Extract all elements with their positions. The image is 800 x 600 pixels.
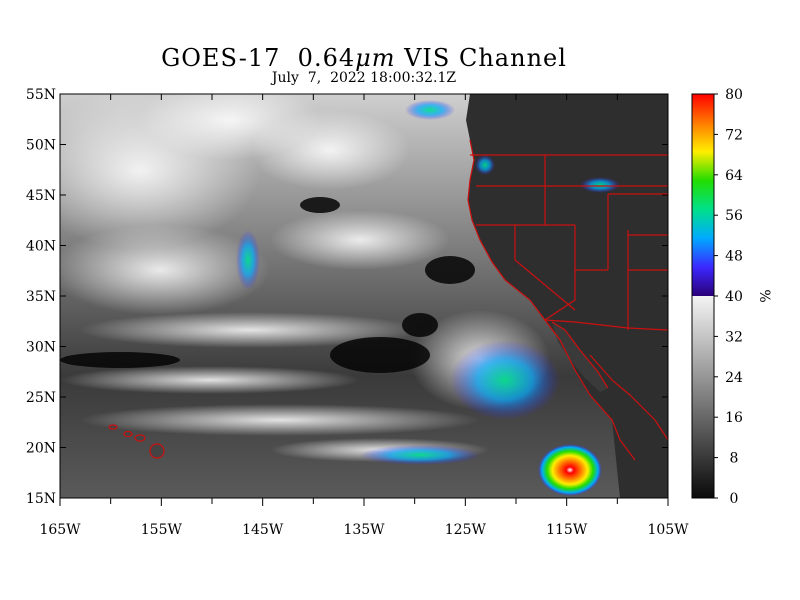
colorbar-unit: % xyxy=(756,289,772,302)
satellite-image xyxy=(60,94,668,498)
lat-label: 50N xyxy=(26,138,56,154)
colorbar-label: 8 xyxy=(730,451,739,467)
colorbar-label: 48 xyxy=(725,249,743,265)
bright-cloud-patch xyxy=(360,445,480,465)
lat-label: 30N xyxy=(26,340,56,356)
hurricane-cloud xyxy=(538,444,602,496)
lat-label: 15N xyxy=(26,491,56,507)
colorbar-label: 64 xyxy=(725,168,743,184)
political-borders xyxy=(467,139,668,461)
cloud-fields xyxy=(60,94,550,462)
lon-label: 115W xyxy=(546,522,588,538)
colorbar-label: 56 xyxy=(725,208,743,224)
colorbar-label: 80 xyxy=(725,87,743,103)
colorbar-label: 32 xyxy=(725,329,743,345)
colorbar-label: 72 xyxy=(725,127,743,143)
lat-label: 25N xyxy=(26,390,56,406)
bright-cloud-patch xyxy=(580,177,620,193)
map-subtitle: July 7, 2022 18:00:32.1Z xyxy=(271,70,457,86)
bright-cloud-patch xyxy=(450,340,560,420)
colorbar-low-range xyxy=(692,296,714,498)
colorbar-label: 40 xyxy=(725,289,743,305)
bright-cloud-patch xyxy=(475,155,495,175)
longitude-axis: 165W 155W 145W 135W 125W 115W 105W xyxy=(39,94,689,538)
clear-areas xyxy=(60,197,475,373)
lat-label: 35N xyxy=(26,289,56,305)
lat-label: 40N xyxy=(26,239,56,255)
colorbar-high-range xyxy=(692,94,714,296)
lon-label: 105W xyxy=(647,522,689,538)
lat-label: 20N xyxy=(26,441,56,457)
lon-label: 145W xyxy=(242,522,284,538)
lat-label: 45N xyxy=(26,188,56,204)
lon-label: 135W xyxy=(343,522,385,538)
bright-cloud-patch xyxy=(405,100,455,120)
map-title: GOES-17 0.64μm VIS Channel xyxy=(161,44,567,72)
lon-label: 125W xyxy=(445,522,487,538)
land-baja xyxy=(552,322,608,392)
bright-cloud-patch xyxy=(236,230,260,290)
lon-label: 165W xyxy=(39,522,81,538)
colorbar-label: 0 xyxy=(730,491,739,507)
colorbar-label: 16 xyxy=(725,410,743,426)
colorbar-label: 24 xyxy=(725,370,743,386)
lat-label: 55N xyxy=(26,87,56,103)
latitude-axis: 55N 50N 45N 40N 35N 30N 25N 20N 15N xyxy=(26,87,668,507)
land-north-america xyxy=(466,94,668,498)
lon-label: 155W xyxy=(141,522,183,538)
hawaii-islands xyxy=(108,424,165,459)
